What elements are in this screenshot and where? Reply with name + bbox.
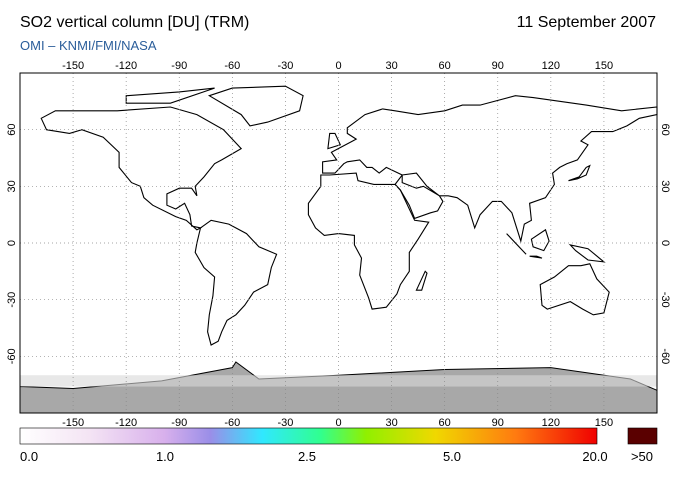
colorbar-label: 1.0 bbox=[156, 449, 174, 464]
lon-label-top: 30 bbox=[385, 60, 397, 72]
lat-label-right: 0 bbox=[659, 240, 671, 246]
date: 11 September 2007 bbox=[517, 14, 656, 31]
lon-label-bottom: -120 bbox=[115, 417, 137, 429]
lon-label-top: -30 bbox=[277, 60, 293, 72]
colorbar-overflow bbox=[627, 427, 658, 445]
polar-night bbox=[20, 375, 657, 387]
coastline bbox=[539, 263, 610, 316]
lon-label-top: -60 bbox=[224, 60, 240, 72]
lat-label-left: -60 bbox=[6, 348, 18, 364]
lon-label-bottom: 120 bbox=[542, 417, 560, 429]
lon-label-bottom: -30 bbox=[277, 417, 293, 429]
lon-label-bottom: 60 bbox=[439, 417, 451, 429]
lon-label-bottom: -150 bbox=[62, 417, 84, 429]
lon-label-top: -120 bbox=[115, 60, 137, 72]
colorbar-label: 2.5 bbox=[298, 449, 316, 464]
coastline bbox=[207, 85, 304, 127]
coastline bbox=[322, 95, 658, 244]
colorbar-label: 20.0 bbox=[582, 449, 607, 464]
colorbar-label: 5.0 bbox=[443, 449, 461, 464]
source: OMI – KNMI/FMI/NASA bbox=[20, 38, 157, 53]
coastline bbox=[568, 164, 591, 182]
lon-label-bottom: 0 bbox=[335, 417, 341, 429]
graticule: -150 -150 -120 -120 -90 -90 -60 -60 -30 -30 0 0 30 30… bbox=[6, 60, 671, 429]
lon-label-bottom: 150 bbox=[595, 417, 613, 429]
lon-label-top: 90 bbox=[492, 60, 504, 72]
lon-label-bottom: 90 bbox=[492, 417, 504, 429]
lat-label-right: 60 bbox=[659, 124, 671, 136]
lat-label-left: 30 bbox=[6, 180, 18, 192]
coastline bbox=[327, 132, 342, 150]
lat-label-left: -30 bbox=[6, 292, 18, 308]
map-frame bbox=[19, 72, 658, 414]
title: SO2 vertical column [DU] (TRM) bbox=[20, 14, 249, 31]
lon-label-top: 0 bbox=[335, 60, 341, 72]
lat-label-left: 60 bbox=[6, 124, 18, 136]
coastlines bbox=[19, 85, 658, 414]
colorbar-label: 0.0 bbox=[20, 449, 38, 464]
colorbar-overflow-label: >50 bbox=[631, 449, 653, 464]
lat-label-right: -30 bbox=[659, 292, 671, 308]
coastline bbox=[40, 106, 243, 231]
coastline bbox=[530, 228, 550, 252]
lon-label-top: -150 bbox=[62, 60, 84, 72]
lon-label-top: -90 bbox=[171, 60, 187, 72]
coastline bbox=[307, 172, 430, 310]
lon-label-top: 150 bbox=[595, 60, 613, 72]
lon-label-bottom: -90 bbox=[171, 417, 187, 429]
lat-label-right: -60 bbox=[659, 348, 671, 364]
lat-label-left: 0 bbox=[6, 240, 18, 246]
coastline bbox=[415, 270, 428, 291]
lon-label-top: 120 bbox=[542, 60, 560, 72]
lon-label-top: 60 bbox=[439, 60, 451, 72]
coastline bbox=[529, 255, 543, 259]
lon-label-bottom: 30 bbox=[385, 417, 397, 429]
lon-label-bottom: -60 bbox=[224, 417, 240, 429]
coastline bbox=[568, 243, 606, 263]
coastline bbox=[506, 233, 527, 255]
coastline bbox=[194, 219, 278, 346]
lat-label-right: 30 bbox=[659, 180, 671, 192]
colorbar bbox=[19, 427, 598, 445]
